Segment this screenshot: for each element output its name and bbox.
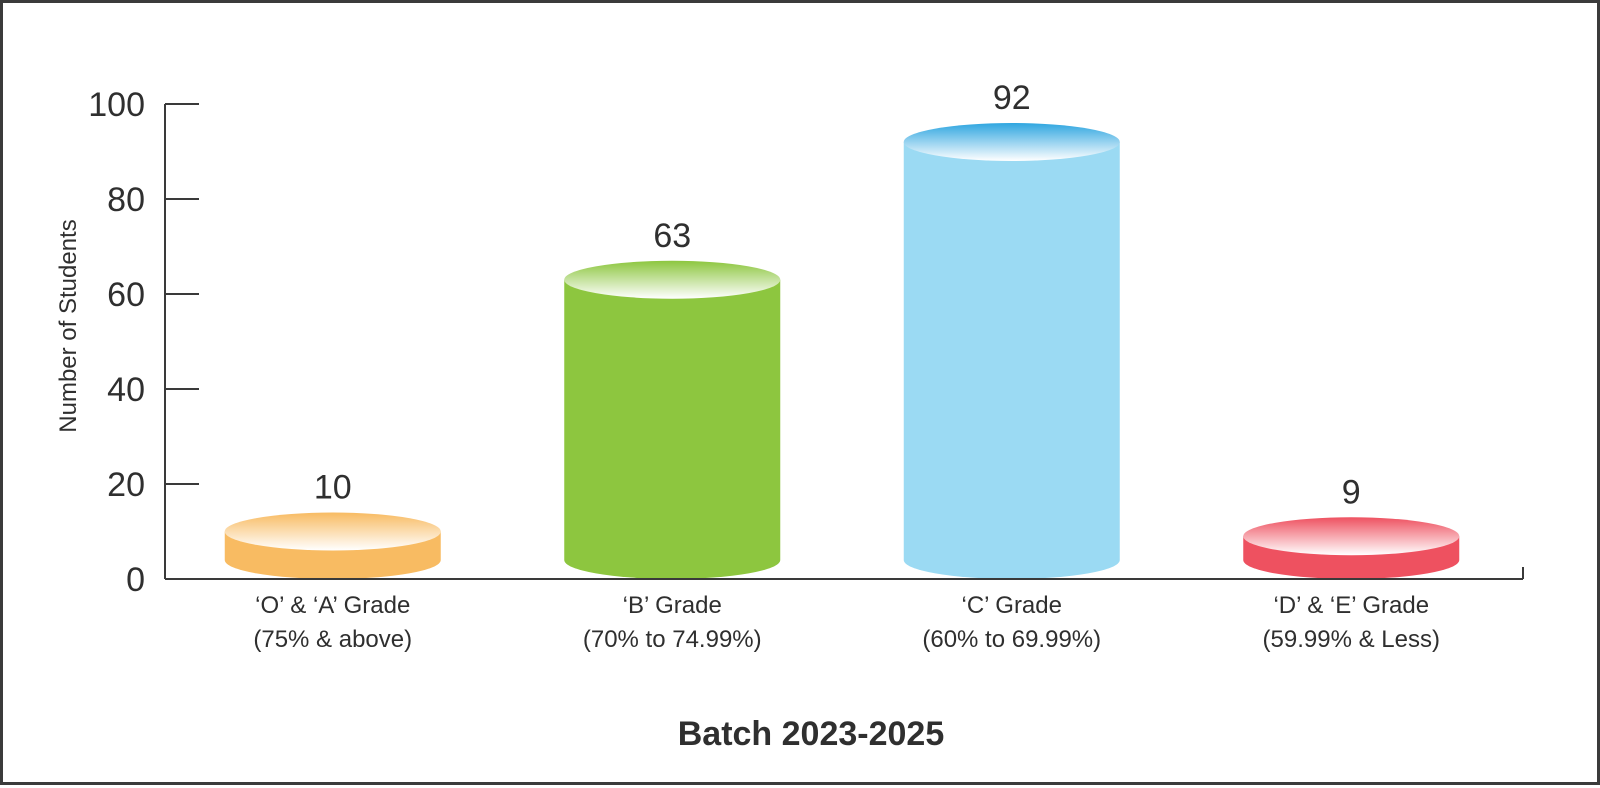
x-axis-title: Batch 2023-2025	[678, 715, 945, 753]
y-tick-label: 40	[107, 371, 145, 409]
category-sublabel: (70% to 74.99%)	[583, 626, 762, 653]
bar-top	[903, 123, 1120, 161]
labels-layer: 10 ‘O’ & ‘A’ Grade (75% & above) 63 ‘B’ Grad…	[253, 79, 1440, 653]
bar-top	[224, 512, 441, 551]
category-sublabel: (60% to 69.99%)	[922, 626, 1101, 653]
category-label: ‘B’ Grade	[623, 592, 722, 619]
category-label: ‘C’ Grade	[962, 592, 1062, 619]
bar-top	[1243, 517, 1460, 556]
y-tick-label: 100	[88, 86, 145, 124]
y-tick-label: 60	[107, 276, 145, 314]
y-tick-label: 20	[107, 466, 145, 504]
bar	[224, 512, 441, 579]
y-tick-label: 80	[107, 181, 145, 219]
bar-body	[564, 279, 781, 579]
value-label: 9	[1342, 473, 1361, 511]
bar	[1243, 517, 1460, 579]
y-axis-title: Number of Students	[55, 219, 82, 432]
value-label: 10	[314, 469, 352, 507]
bar	[564, 260, 781, 579]
bar-top	[564, 260, 781, 299]
bar-body	[903, 142, 1120, 579]
bars-layer	[224, 123, 1460, 579]
category-label: ‘O’ & ‘A’ Grade	[255, 592, 410, 619]
y-tick-label: 0	[126, 561, 145, 599]
axes-layer: 0 20 40 60 80 100	[88, 86, 1524, 599]
bar	[903, 123, 1120, 579]
bar-chart: 0 20 40 60 80 100 10 ‘O’ & ‘A’ Grade (75% & abo…	[55, 79, 1524, 753]
value-label: 92	[993, 79, 1031, 117]
y-ticks: 0 20 40 60 80 100	[88, 86, 199, 599]
category-sublabel: (75% & above)	[253, 626, 412, 653]
category-sublabel: (59.99% & Less)	[1263, 626, 1440, 653]
value-label: 63	[653, 217, 691, 255]
category-label: ‘D’ & ‘E’ Grade	[1273, 592, 1429, 619]
